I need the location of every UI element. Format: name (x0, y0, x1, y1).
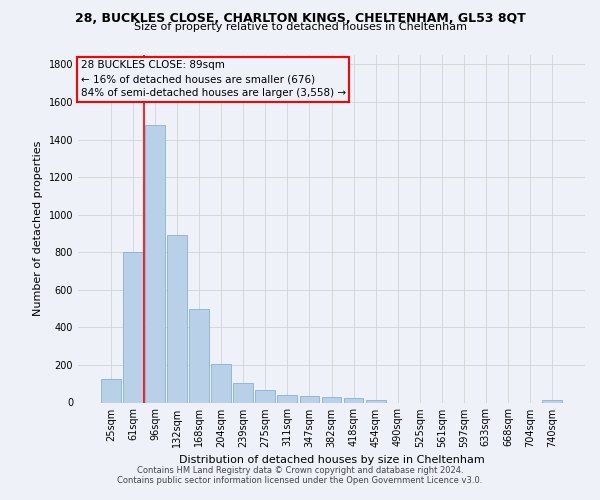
Bar (299, 396, 319, 402)
Text: 28, BUCKLES CLOSE, CHARLTON KINGS, CHELTENHAM, GL53 8QT: 28, BUCKLES CLOSE, CHARLTON KINGS, CHELT… (74, 12, 526, 26)
Bar (233, 383, 253, 402)
Bar (167, 236, 187, 402)
Bar (277, 394, 298, 402)
Bar (344, 398, 364, 402)
Bar (322, 397, 341, 402)
Text: Size of property relative to detached houses in Cheltenham: Size of property relative to detached ho… (133, 22, 467, 32)
Bar (211, 364, 231, 403)
Bar (189, 308, 209, 402)
Bar (123, 252, 143, 402)
Text: Contains HM Land Registry data © Crown copyright and database right 2024.: Contains HM Land Registry data © Crown c… (137, 466, 463, 475)
Text: Contains public sector information licensed under the Open Government Licence v3: Contains public sector information licen… (118, 476, 482, 485)
Bar (365, 400, 386, 402)
Bar (542, 400, 562, 402)
Y-axis label: Number of detached properties: Number of detached properties (33, 141, 43, 316)
X-axis label: Distribution of detached houses by size in Cheltenham: Distribution of detached houses by size … (179, 455, 484, 465)
Bar (145, 124, 165, 402)
Bar (256, 390, 275, 402)
Bar (101, 379, 121, 402)
Text: 28 BUCKLES CLOSE: 89sqm
← 16% of detached houses are smaller (676)
84% of semi-d: 28 BUCKLES CLOSE: 89sqm ← 16% of detache… (80, 60, 346, 98)
